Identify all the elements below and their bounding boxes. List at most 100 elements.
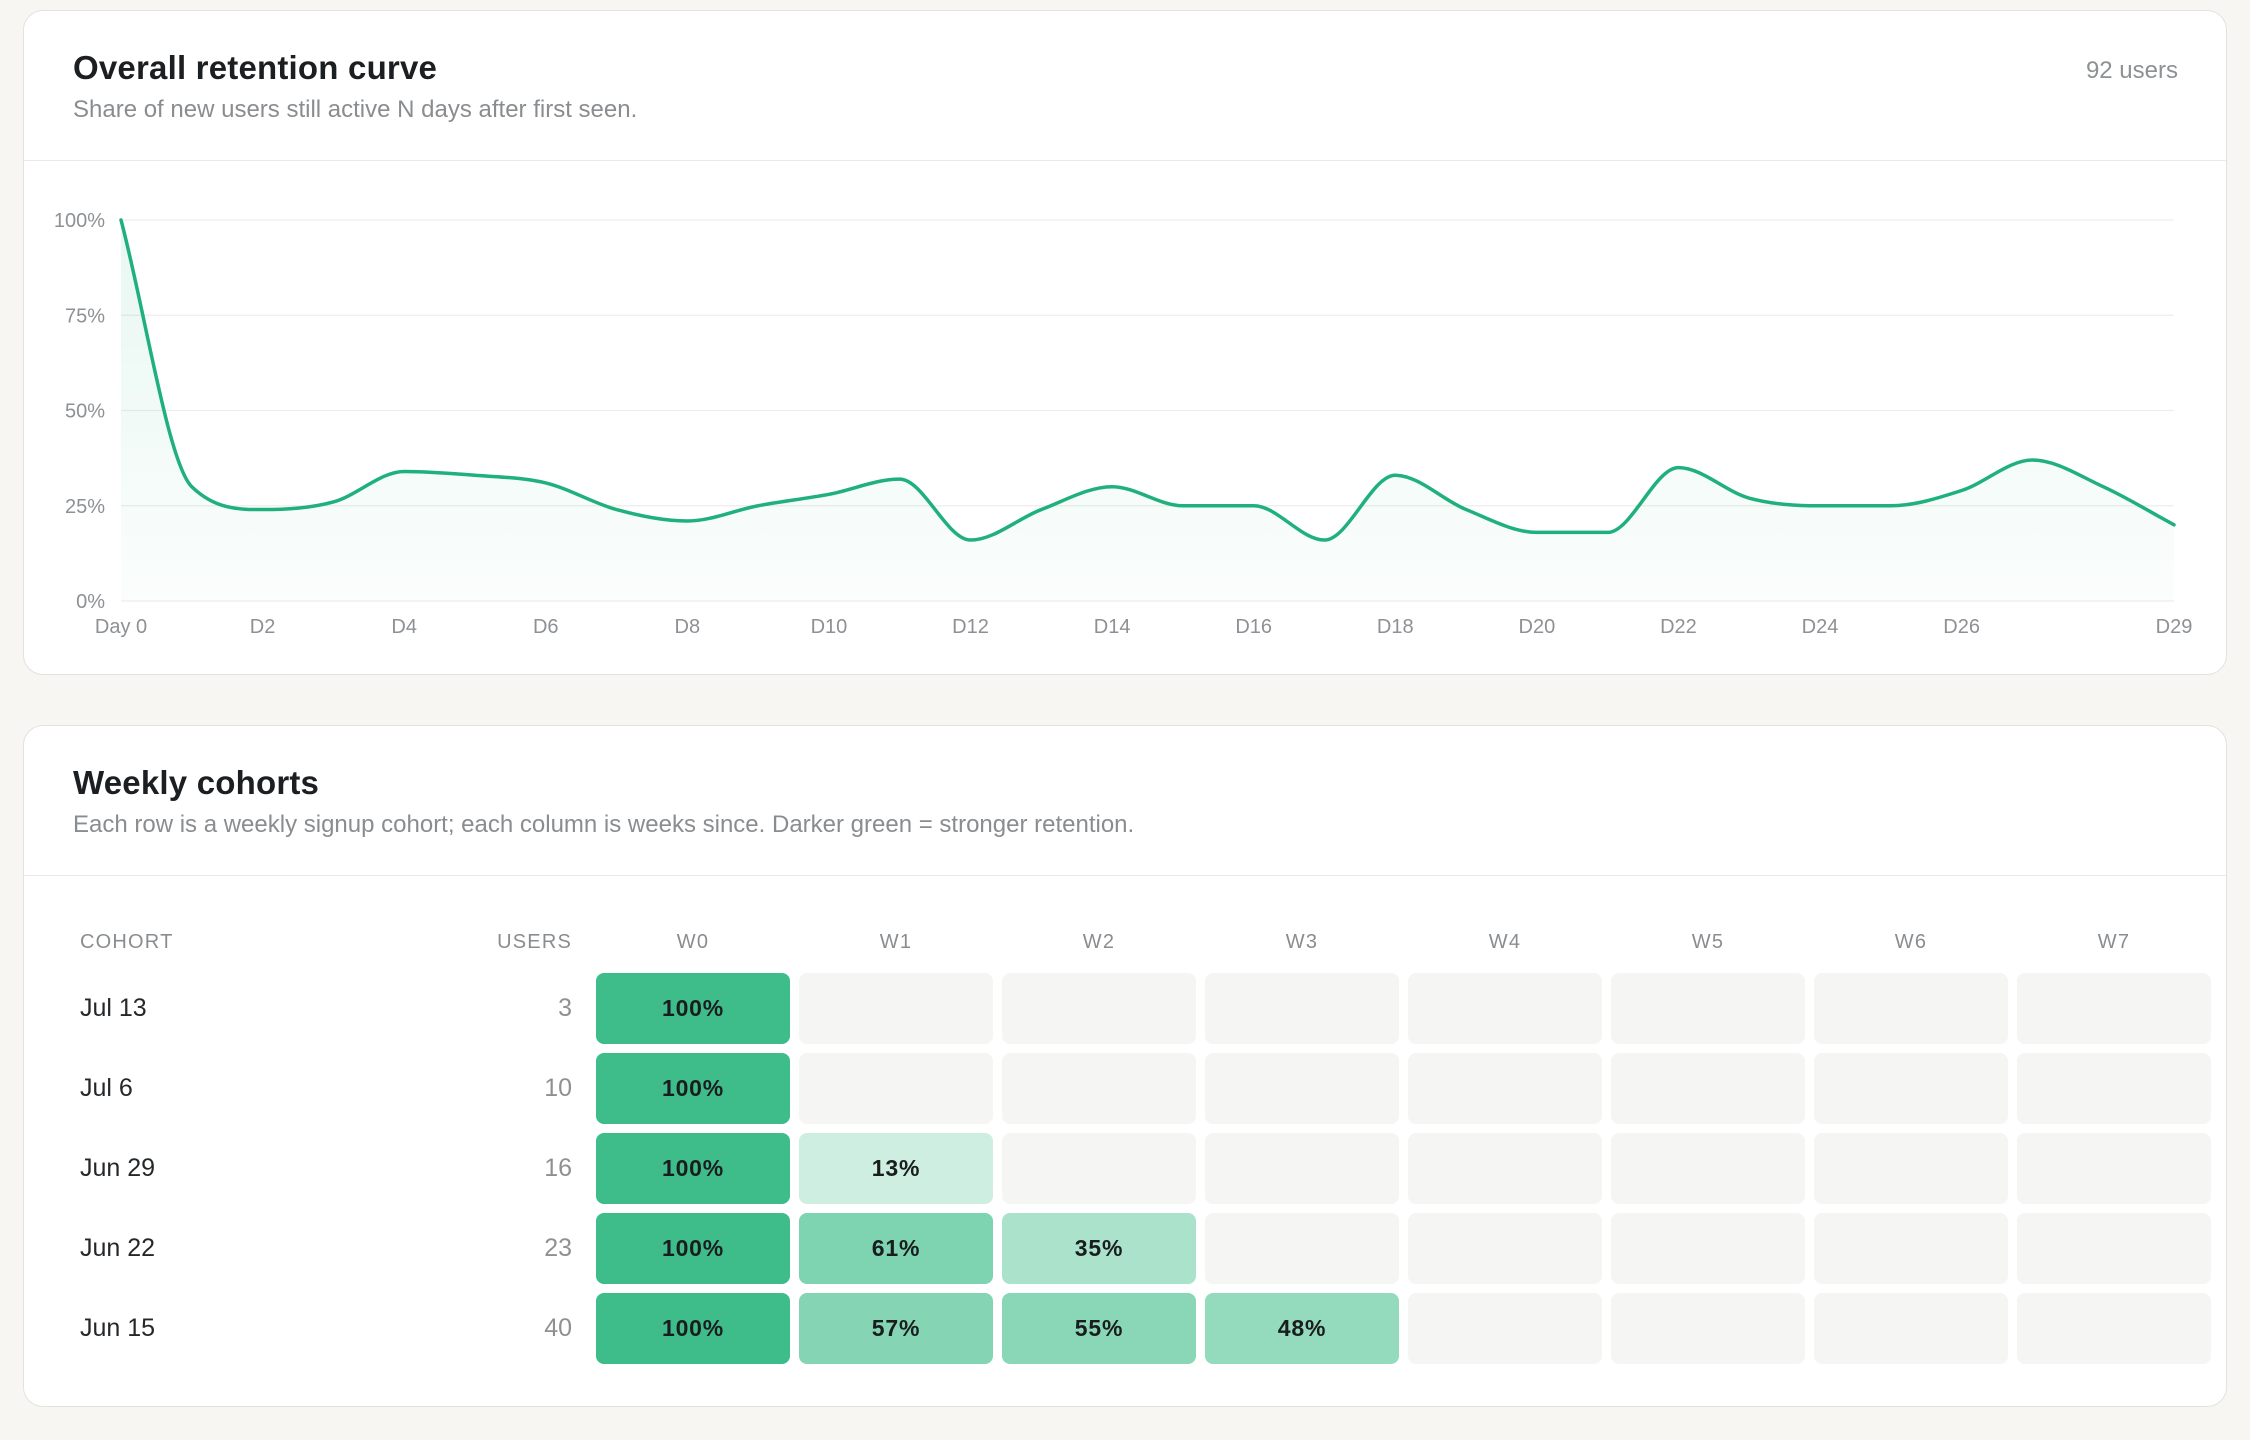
x-tick-label: D12 bbox=[952, 616, 989, 638]
cohort-label: Jun 29 bbox=[80, 1154, 156, 1182]
retention-point-D12 bbox=[968, 537, 974, 543]
x-tick-label: D4 bbox=[391, 616, 417, 638]
x-tick-label: D20 bbox=[1519, 616, 1556, 638]
retention-point-D29 bbox=[2171, 522, 2177, 528]
cohort-cell-empty bbox=[1205, 1213, 1399, 1284]
header-cohort: COHORT bbox=[80, 931, 174, 953]
cohort-cell-empty bbox=[1814, 1053, 2008, 1124]
cohort-cell: 100% bbox=[596, 1053, 790, 1124]
retention-point-D13 bbox=[1038, 507, 1044, 513]
retention-point-D19 bbox=[1463, 507, 1469, 513]
cohort-cell-empty bbox=[1814, 1133, 2008, 1204]
retention-point-D4 bbox=[401, 468, 407, 474]
cohort-cell: 55% bbox=[1002, 1293, 1196, 1364]
header-week-w5: W5 bbox=[1691, 931, 1725, 953]
cohort-cell-empty bbox=[1611, 1053, 1805, 1124]
cohort-cell-empty bbox=[1814, 1213, 2008, 1284]
cohort-label: Jun 22 bbox=[80, 1234, 156, 1262]
cohort-cell-empty bbox=[1205, 973, 1399, 1044]
retention-point-D2 bbox=[260, 507, 266, 513]
cohort-cell-empty bbox=[1408, 1213, 1602, 1284]
cohort-cell: 48% bbox=[1205, 1293, 1399, 1364]
y-tick-label: 75% bbox=[65, 305, 105, 327]
cohort-cell-empty bbox=[1408, 973, 1602, 1044]
retention-point-D5 bbox=[472, 472, 478, 478]
cohort-cell-empty bbox=[799, 973, 993, 1044]
retention-point-D9 bbox=[755, 503, 761, 509]
cohort-users: 40 bbox=[544, 1314, 572, 1342]
cohort-cell-empty bbox=[1814, 1293, 2008, 1364]
cohort-users: 10 bbox=[544, 1074, 572, 1102]
retention-point-D21 bbox=[1605, 529, 1611, 535]
x-tick-label: D6 bbox=[533, 616, 559, 638]
header-week-w4: W4 bbox=[1488, 931, 1522, 953]
cohort-cell-empty bbox=[1814, 973, 2008, 1044]
retention-point-D23 bbox=[1746, 495, 1752, 501]
cohort-cell-empty bbox=[2017, 1293, 2211, 1364]
retention-point-D14 bbox=[1109, 484, 1115, 490]
retention-point-D25 bbox=[1888, 503, 1894, 509]
retention-point-D8 bbox=[684, 518, 690, 524]
cohort-cell-empty bbox=[1611, 1293, 1805, 1364]
cohort-label: Jun 15 bbox=[80, 1314, 156, 1342]
x-tick-label: Day 0 bbox=[95, 616, 147, 638]
retention-point-D10 bbox=[826, 491, 832, 497]
header-week-w3: W3 bbox=[1285, 931, 1319, 953]
retention-point-D7 bbox=[614, 507, 620, 513]
header-users: USERS bbox=[497, 931, 572, 953]
retention-point-D11 bbox=[897, 476, 903, 482]
cohort-subtitle: Each row is a weekly signup cohort; each… bbox=[73, 811, 1135, 838]
retention-point-D22 bbox=[1675, 465, 1681, 471]
x-tick-label: D16 bbox=[1235, 616, 1272, 638]
cohort-cell: 100% bbox=[596, 1213, 790, 1284]
weekly-cohorts-card: Weekly cohorts Each row is a weekly sign… bbox=[23, 725, 2227, 1407]
retention-line bbox=[119, 218, 2176, 542]
retention-card-header: Overall retention curve Share of new use… bbox=[24, 11, 2226, 161]
cohort-cell-empty bbox=[2017, 1213, 2211, 1284]
retention-point-D26 bbox=[1959, 488, 1965, 494]
y-tick-label: 50% bbox=[65, 401, 105, 423]
cohort-cell-empty bbox=[1002, 1053, 1196, 1124]
retention-curve-card: Overall retention curve Share of new use… bbox=[23, 10, 2227, 675]
cohort-cell-empty bbox=[1408, 1293, 1602, 1364]
cohort-cell-empty bbox=[799, 1053, 993, 1124]
retention-point-D27 bbox=[2029, 457, 2035, 463]
retention-point-Day 0 bbox=[118, 217, 124, 223]
cohort-card-header: Weekly cohorts Each row is a weekly sign… bbox=[24, 726, 2226, 876]
retention-point-D28 bbox=[2100, 484, 2106, 490]
x-tick-label: D8 bbox=[675, 616, 701, 638]
retention-point-D16 bbox=[1251, 503, 1257, 509]
retention-subtitle: Share of new users still active N days a… bbox=[73, 96, 638, 123]
cohort-cell-empty bbox=[1002, 973, 1196, 1044]
cohort-users: 16 bbox=[544, 1154, 572, 1182]
x-tick-label: D24 bbox=[1802, 616, 1839, 638]
cohort-cell-empty bbox=[1205, 1133, 1399, 1204]
retention-point-D18 bbox=[1392, 472, 1398, 478]
cohort-cell-empty bbox=[1002, 1133, 1196, 1204]
cohort-title: Weekly cohorts bbox=[73, 764, 320, 801]
cohort-cell: 13% bbox=[799, 1133, 993, 1204]
cohort-users: 3 bbox=[558, 994, 572, 1022]
retention-point-D3 bbox=[330, 499, 336, 505]
cohort-cell: 100% bbox=[596, 1293, 790, 1364]
retention-point-D1 bbox=[189, 484, 195, 490]
cohort-cell-empty bbox=[1408, 1053, 1602, 1124]
cohort-cell-empty bbox=[1611, 973, 1805, 1044]
user-count: 92 users bbox=[2085, 57, 2178, 84]
header-week-w1: W1 bbox=[879, 931, 913, 953]
cohort-cell-empty bbox=[2017, 1053, 2211, 1124]
cohort-cell-empty bbox=[1408, 1133, 1602, 1204]
x-tick-label: D18 bbox=[1377, 616, 1414, 638]
cohort-users: 23 bbox=[544, 1234, 572, 1262]
cohort-cell-empty bbox=[1205, 1053, 1399, 1124]
x-tick-label: D14 bbox=[1094, 616, 1131, 638]
header-week-w6: W6 bbox=[1894, 931, 1928, 953]
y-tick-label: 0% bbox=[76, 591, 105, 613]
cohort-cell: 100% bbox=[596, 1133, 790, 1204]
cohort-cell: 35% bbox=[1002, 1213, 1196, 1284]
x-tick-label: D2 bbox=[250, 616, 276, 638]
cohort-cell-empty bbox=[1611, 1133, 1805, 1204]
header-week-w2: W2 bbox=[1082, 931, 1116, 953]
x-tick-label: D10 bbox=[811, 616, 848, 638]
cohort-cell-empty bbox=[2017, 1133, 2211, 1204]
